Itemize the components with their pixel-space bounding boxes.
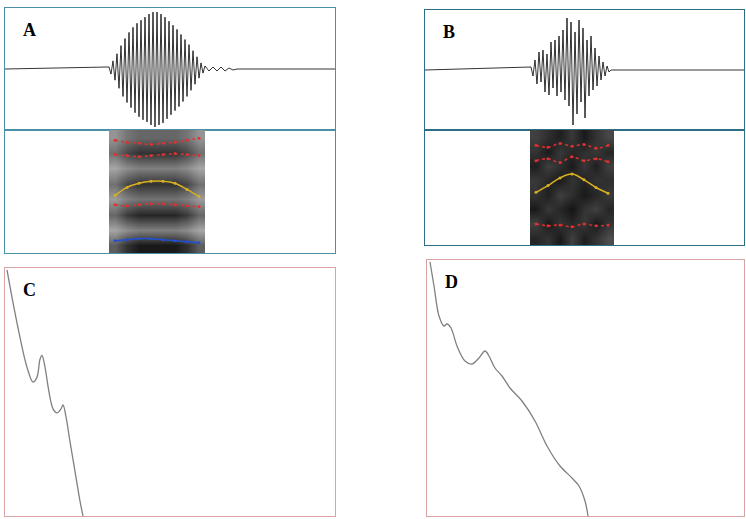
svg-text:A: A	[23, 20, 36, 40]
svg-text:C: C	[23, 280, 36, 300]
svg-text:D: D	[445, 272, 458, 292]
svg-text:B: B	[443, 22, 455, 42]
